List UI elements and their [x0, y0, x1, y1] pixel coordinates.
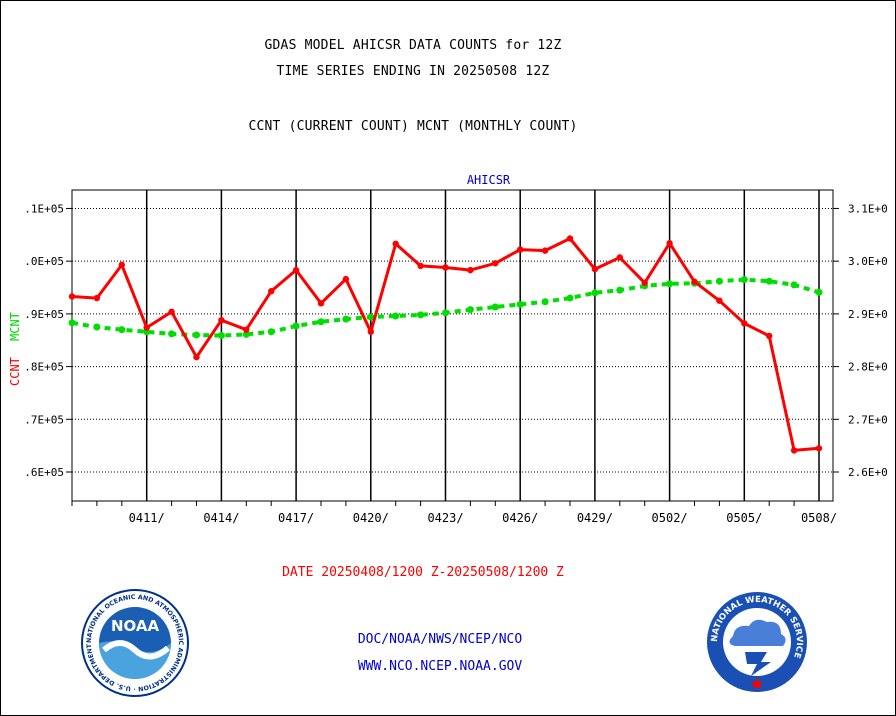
x-tick-label: 0502/ — [652, 511, 688, 525]
y-tick-label-left: .7E+05 — [24, 413, 64, 426]
nws-logo: NATIONAL WEATHER SERVICE — [707, 592, 807, 692]
y-tick-label-right: 2.7E+0 — [848, 413, 888, 426]
y-tick-label-left: .6E+05 — [24, 466, 64, 479]
chart-series-title: AHICSR — [467, 173, 511, 187]
data-point-ccnt — [143, 324, 150, 331]
data-point-mcnt — [591, 289, 599, 297]
y-axis-label-ccnt: CCNT — [8, 357, 22, 386]
data-point-ccnt — [417, 262, 424, 270]
data-point-ccnt — [591, 265, 599, 273]
data-point-mcnt — [168, 330, 176, 338]
data-point-mcnt — [491, 303, 499, 311]
y-tick-label-right: 3.0E+0 — [848, 255, 888, 268]
y-axis-label-mcnt: MCNT — [8, 312, 22, 341]
data-point-mcnt — [217, 331, 225, 339]
data-point-mcnt — [466, 306, 474, 314]
plot-frame — [71, 189, 834, 502]
data-point-mcnt — [193, 331, 200, 339]
data-point-ccnt — [193, 353, 200, 361]
y-tick-label-right: 2.6E+0 — [848, 466, 888, 479]
doc-noaa-link[interactable]: DOC/NOAA/NWS/NCEP/NCO — [357, 632, 523, 647]
data-point-ccnt — [790, 447, 798, 454]
x-tick-label: 0505/ — [726, 511, 762, 525]
x-tick-label: 0417/ — [278, 511, 314, 525]
labels: .6E+05 2.6E+0 .7E+05 2.7E+0 .8E+05 2.8E+0 .9E+… — [8, 173, 888, 525]
data-point-ccnt — [467, 266, 474, 274]
data-point-ccnt — [268, 288, 275, 295]
x-tick-label: 0426/ — [502, 511, 538, 525]
data-point-ccnt — [342, 275, 350, 283]
y-tick-label-left: .1E+05 — [24, 202, 64, 215]
data-point-ccnt — [616, 254, 623, 261]
x-tick-label: 0429/ — [577, 511, 613, 525]
data-point-ccnt — [766, 332, 773, 340]
data-point-ccnt — [367, 328, 374, 335]
data-point-ccnt — [541, 247, 549, 254]
data-point-ccnt — [566, 235, 574, 242]
data-point-ccnt — [716, 297, 723, 304]
data-point-ccnt — [243, 326, 250, 333]
y-tick-label-right: 2.9E+0 — [848, 308, 888, 321]
y-tick-label-left: .9E+05 — [24, 308, 64, 321]
chart-title-line2: TIME SERIES ENDING IN 20250508 12Z — [276, 64, 550, 79]
data-point-ccnt — [68, 293, 76, 300]
data-point-mcnt — [68, 319, 76, 327]
chart-subtitle: CCNT (CURRENT COUNT) MCNT (MONTHLY COUNT… — [248, 119, 578, 134]
data-point-mcnt — [367, 313, 375, 321]
nco-website-link[interactable]: WWW.NCO.NCEP.NOAA.GOV — [357, 659, 523, 674]
grid — [72, 190, 833, 501]
data-point-mcnt — [541, 298, 549, 306]
data-point-ccnt — [168, 308, 175, 315]
data-point-mcnt — [292, 322, 300, 330]
x-tick-label: 0414/ — [203, 511, 239, 525]
data-point-mcnt — [267, 328, 275, 336]
y-tick-label-right: 2.8E+0 — [848, 361, 888, 374]
data-point-ccnt — [442, 264, 449, 271]
noaa-logo: NOAA NATIONAL OCEANIC AND ATMOSPHERIC AD… — [80, 588, 189, 697]
data-point-mcnt — [242, 330, 250, 338]
data-point-ccnt — [392, 240, 399, 247]
y-tick-label-right: 3.1E+0 — [848, 202, 888, 215]
data-point-ccnt — [517, 246, 524, 253]
data-point-mcnt — [417, 311, 425, 319]
data-point-ccnt — [118, 261, 126, 269]
data-point-mcnt — [616, 286, 624, 294]
x-tick-label: 0423/ — [427, 511, 463, 525]
x-tick-label: 0508/ — [801, 511, 837, 525]
data-point-ccnt — [93, 294, 101, 302]
y-tick-label-left: .0E+05 — [24, 255, 64, 268]
date-range-label: DATE 20250408/1200 Z-20250508/1200 Z — [282, 565, 564, 580]
noaa-logo-text: NOAA — [111, 617, 160, 635]
data-point-ccnt — [218, 316, 225, 324]
data-point-ccnt — [317, 300, 325, 307]
data-point-ccnt — [666, 240, 673, 247]
data-point-mcnt — [666, 280, 674, 288]
axes — [66, 189, 839, 506]
data-point-mcnt — [118, 326, 126, 334]
data-point-mcnt — [317, 318, 325, 326]
data-point-mcnt — [790, 281, 798, 289]
data-point-mcnt — [815, 288, 823, 296]
data-point-mcnt — [516, 300, 524, 308]
x-tick-label: 0420/ — [353, 511, 389, 525]
data-point-ccnt — [292, 266, 300, 274]
data-point-ccnt — [641, 279, 648, 286]
data-point-mcnt — [392, 312, 400, 320]
data-point-mcnt — [740, 276, 748, 284]
x-tick-label: 0411/ — [129, 511, 165, 525]
data-point-mcnt — [93, 323, 101, 331]
series — [68, 235, 823, 454]
data-point-mcnt — [566, 294, 574, 302]
data-point-ccnt — [492, 260, 499, 267]
data-point-mcnt — [715, 277, 723, 285]
data-point-mcnt — [442, 309, 449, 317]
data-point-mcnt — [765, 277, 773, 285]
data-point-ccnt — [691, 278, 698, 285]
data-point-mcnt — [342, 315, 350, 323]
data-point-ccnt — [741, 320, 748, 327]
y-tick-label-left: .8E+05 — [24, 361, 64, 374]
data-point-ccnt — [815, 445, 823, 452]
chart-title-line1: GDAS MODEL AHICSR DATA COUNTS for 12Z — [264, 38, 562, 53]
